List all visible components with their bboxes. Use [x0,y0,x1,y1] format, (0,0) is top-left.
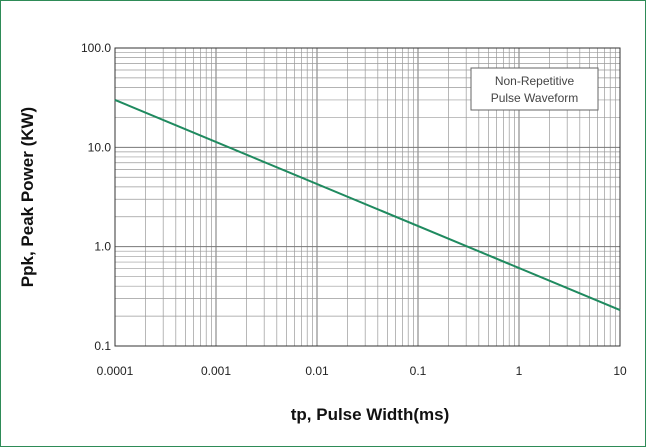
y-axis-title: Ppk, Peak Power (KW) [18,107,37,287]
x-tick-label: 10 [613,364,627,378]
tick-labels: 0.0001 0.001 0.01 0.1 1 10 0.1 1.0 10.0 100.0 [81,41,627,378]
y-tick-label: 0.1 [94,339,111,353]
y-tick-label: 10.0 [88,140,112,154]
y-tick-label: 1.0 [94,240,111,254]
series-line [114,99,621,311]
annotation-line-1: Non-Repetitive [495,74,575,88]
plot-border [114,47,621,347]
annotation-line-2: Pulse Waveform [491,91,579,105]
x-tick-label: 0.1 [410,364,427,378]
annotation-box: Non-Repetitive Pulse Waveform [470,67,599,111]
x-tick-label: 0.0001 [97,364,134,378]
series-layer [114,99,621,311]
y-tick-label: 100.0 [81,41,111,55]
x-tick-label: 1 [516,364,523,378]
x-tick-label: 0.01 [305,364,329,378]
x-tick-label: 0.001 [201,364,231,378]
x-axis-title: tp, Pulse Width(ms) [291,405,450,424]
